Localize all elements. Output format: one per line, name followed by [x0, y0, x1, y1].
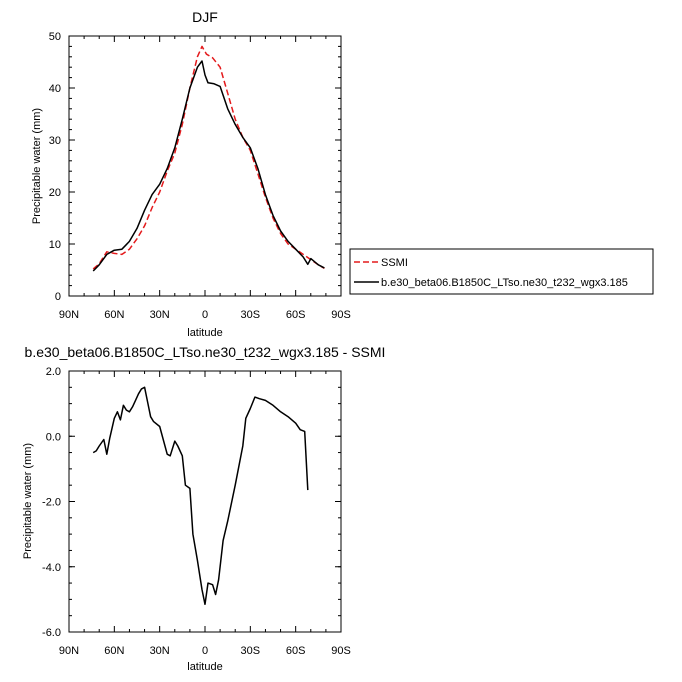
- x-tick-label: 60N: [104, 645, 124, 657]
- y-tick-label: 20: [49, 187, 61, 199]
- panel1-ylabel: Precipitable water (mm): [31, 108, 43, 224]
- panel-djf: DJF latitude Precipitable water (mm) 90N…: [31, 9, 653, 339]
- panel2-xlabel: latitude: [187, 661, 222, 673]
- y-tick-label: -6.0: [42, 627, 61, 639]
- y-tick-label: -2.0: [42, 497, 61, 509]
- x-tick-label: 60S: [286, 309, 306, 321]
- panel1-plot-area: [93, 46, 324, 271]
- x-tick-label: 90N: [59, 645, 79, 657]
- series-line-difference: [93, 387, 308, 604]
- y-tick-label: 0.0: [46, 431, 61, 443]
- panel1-ticks: 90N 60N 30N 0 30S 60S 90S 0 10 20 30 40 50: [49, 31, 351, 321]
- x-tick-label: 60N: [104, 309, 124, 321]
- x-tick-label: 90S: [331, 645, 351, 657]
- y-tick-label: 30: [49, 135, 61, 147]
- x-tick-label: 30N: [150, 645, 170, 657]
- x-tick-label: 0: [202, 645, 208, 657]
- legend-label-ssmi: SSMI: [381, 257, 408, 269]
- legend-label-model: b.e30_beta06.B1850C_LTso.ne30_t232_wgx3.…: [381, 277, 628, 289]
- series-line-ssmi: [93, 46, 324, 269]
- x-tick-label: 90S: [331, 309, 351, 321]
- y-tick-label: 2.0: [46, 366, 61, 378]
- panel2-frame: [69, 371, 341, 632]
- y-tick-label: 10: [49, 239, 61, 251]
- y-tick-label: 40: [49, 83, 61, 95]
- y-tick-label: 50: [49, 31, 61, 43]
- x-tick-label: 30S: [241, 645, 261, 657]
- x-tick-label: 60S: [286, 645, 306, 657]
- panel1-xlabel: latitude: [187, 327, 222, 339]
- panel-difference: b.e30_beta06.B1850C_LTso.ne30_t232_wgx3.…: [22, 344, 385, 673]
- x-tick-label: 30N: [150, 309, 170, 321]
- y-tick-label: 0: [55, 291, 61, 303]
- x-tick-label: 90N: [59, 309, 79, 321]
- x-tick-label: 0: [202, 309, 208, 321]
- panel2-title: b.e30_beta06.B1850C_LTso.ne30_t232_wgx3.…: [25, 344, 386, 360]
- panel1-title: DJF: [192, 9, 218, 25]
- y-tick-label: -4.0: [42, 562, 61, 574]
- legend: SSMI b.e30_beta06.B1850C_LTso.ne30_t232_…: [350, 249, 653, 294]
- panel2-ticks: 90N 60N 30N 0 30S 60S 90S -6.0 -4.0 -2.0 0.0 2.0: [42, 366, 351, 657]
- panel2-ylabel: Precipitable water (mm): [22, 443, 34, 559]
- panel2-plot-area: [93, 387, 308, 604]
- x-tick-label: 30S: [241, 309, 261, 321]
- series-line-b-e30-beta06-b1850c-ltso: [93, 61, 324, 271]
